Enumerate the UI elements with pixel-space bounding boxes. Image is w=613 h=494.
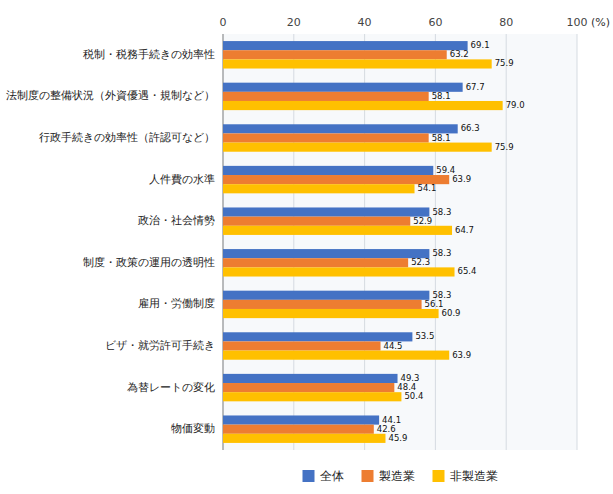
legend-swatch [433,470,445,482]
chart: 0 20 40 60 80 100(%) 税制・税務手続きの効率性法制度の整備状況（外資優遇… [0,0,613,494]
data-label: 64.7 [455,225,474,235]
legend-item: 全体 [303,469,344,483]
data-label: 79.0 [506,100,525,110]
bar [223,415,379,424]
bar [223,59,492,68]
bar [223,166,433,175]
bar [223,41,468,50]
data-label: 63.9 [452,174,471,184]
data-label: 63.2 [450,49,469,59]
bar [223,392,401,401]
data-label: 44.5 [384,341,403,351]
grid-line [577,34,578,450]
x-axis-label: (%) [591,16,610,29]
category-label: 制度・政策の運用の透明性 [83,256,215,269]
data-label: 66.3 [461,123,480,133]
bar [223,341,381,350]
data-label: 75.9 [495,58,514,68]
bar [223,124,458,133]
data-label: 58.3 [432,248,451,258]
category-label: 為替レートの変化 [127,381,215,394]
data-label: 45.9 [388,433,407,443]
legend: 全体 製造業 非製造業 [303,469,498,483]
x-tick-label: 60 [428,16,442,29]
legend-label: 全体 [320,469,344,483]
category-label: 雇用・労働制度 [138,297,215,310]
category-label: 法制度の整備状況（外資優遇・規制など） [6,89,215,102]
bar [223,133,429,142]
data-label: 52.3 [411,257,430,267]
legend-swatch [303,470,315,482]
x-tick-label: 20 [287,16,301,29]
data-label: 53.5 [415,331,434,341]
data-label: 65.4 [458,266,477,276]
legend-label: 非製造業 [450,469,498,483]
data-labels: 69.167.766.359.458.358.358.353.549.344.1… [377,40,525,443]
x-tick-label: 80 [499,16,513,29]
data-label: 58.3 [432,207,451,217]
x-tick-label: 100 [567,16,588,29]
bar [223,267,455,276]
data-label: 63.9 [452,350,471,360]
category-label: ビザ・就労許可手続き [105,339,215,352]
bar [223,249,429,258]
bar [223,291,429,300]
category-label: 物価変動 [171,422,215,435]
bar [223,226,452,235]
bar [223,83,463,92]
legend-item: 製造業 [362,469,415,483]
bar [223,351,449,360]
bar [223,184,415,193]
category-label: 行政手続きの効率性（許認可など） [39,131,215,144]
bar [223,258,408,267]
data-label: 69.1 [471,40,490,50]
grid-line [506,34,507,450]
category-label: 人件費の水準 [149,173,215,186]
category-label: 税制・税務手続きの効率性 [83,48,215,61]
data-label: 75.9 [495,142,514,152]
bar [223,383,394,392]
bar [223,374,398,383]
bar [223,309,439,318]
x-tick-label: 40 [358,16,372,29]
legend-swatch [362,470,374,482]
bar [223,300,422,309]
legend-label: 製造業 [379,469,415,483]
legend-item: 非製造業 [433,469,498,483]
data-label: 54.1 [418,183,437,193]
x-tick-label: 0 [220,16,227,29]
category-label: 政治・社会情勢 [138,214,215,227]
data-label: 67.7 [466,82,485,92]
bar [223,143,492,152]
data-label: 52.9 [413,216,432,226]
data-label: 50.4 [404,391,423,401]
data-label: 58.1 [432,91,451,101]
bar [223,92,429,101]
bar [223,175,449,184]
bar [223,217,410,226]
data-label: 60.9 [442,308,461,318]
bar [223,50,447,59]
bar [223,434,385,443]
bar [223,207,429,216]
plot-area [223,34,577,450]
data-label: 58.1 [432,133,451,143]
bar [223,425,374,434]
bars [223,41,503,443]
x-grid [223,34,577,450]
bar [223,101,503,110]
